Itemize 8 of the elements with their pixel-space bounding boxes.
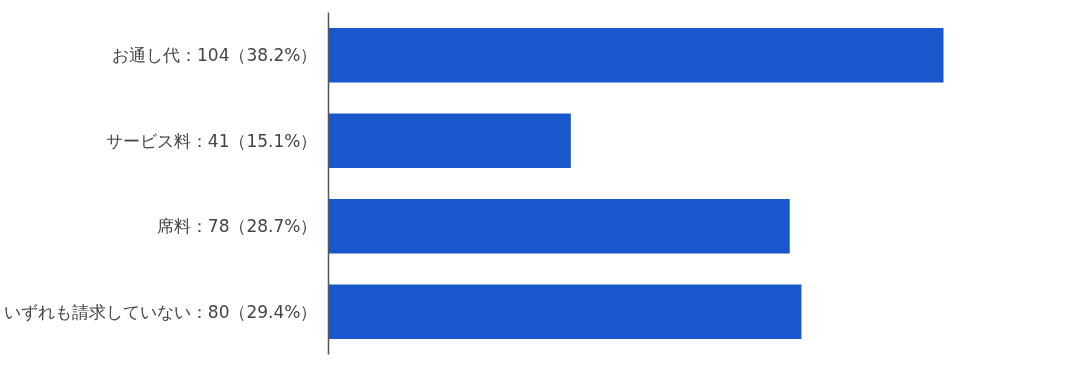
- bar: [328, 198, 790, 254]
- y-tick-label: いずれも請求していない：80（29.4%）: [3, 301, 318, 322]
- bar: [328, 27, 944, 83]
- y-tick-label: サービス料：41（15.1%）: [105, 130, 318, 151]
- bar: [328, 284, 802, 340]
- y-tick-label: 席料：78（28.7%）: [156, 216, 318, 237]
- y-tick-label: お通し代：104（38.2%）: [112, 45, 318, 66]
- bar: [328, 113, 571, 169]
